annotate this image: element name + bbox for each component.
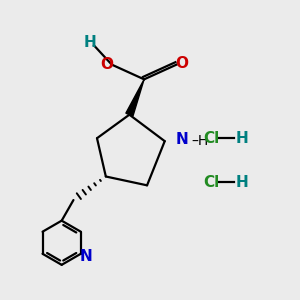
Text: N: N [176,132,189,147]
Text: H: H [236,131,248,146]
Text: O: O [100,56,113,71]
Text: Cl: Cl [203,131,219,146]
Text: O: O [175,56,188,70]
Text: H: H [236,175,248,190]
Text: Cl: Cl [203,175,219,190]
Text: –H: –H [191,134,208,148]
Polygon shape [126,79,144,116]
Text: N: N [80,249,92,264]
Text: H: H [83,35,96,50]
